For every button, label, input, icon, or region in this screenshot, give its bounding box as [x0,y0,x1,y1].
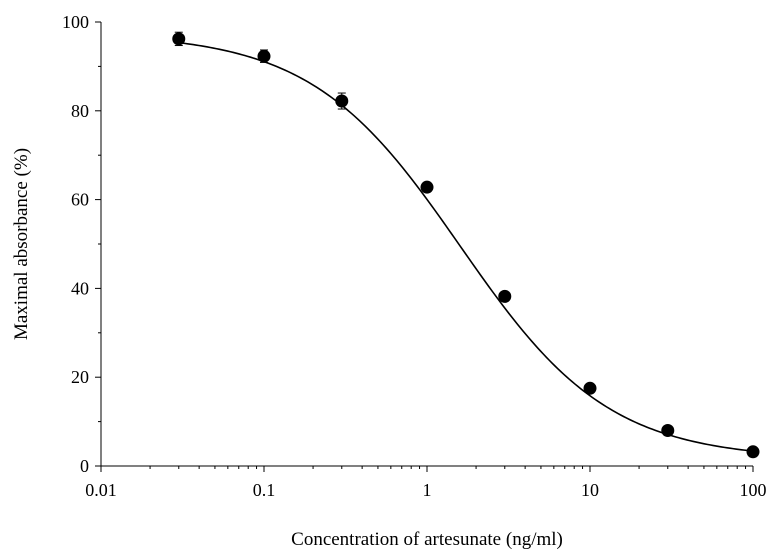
y-tick-label: 80 [71,101,89,121]
data-point [257,49,271,63]
data-points [172,32,760,459]
axis-tick-labels: 0 20 40 60 80 100 0.01 0.1 1 10 100 [62,12,767,500]
y-tick-label: 40 [71,278,89,298]
data-point [335,94,349,108]
x-tick-label: 0.01 [85,480,117,500]
y-tick-label: 20 [71,367,89,387]
data-point [420,180,434,194]
data-point [661,423,675,437]
x-tick-label: 0.1 [253,480,276,500]
data-point [498,289,512,303]
y-tick-label: 100 [62,12,89,32]
axes [100,22,753,467]
y-tick-label: 60 [71,190,89,210]
data-point [172,32,186,46]
fit-curve [178,41,754,452]
axis-ticks [95,21,754,472]
x-axis-label: Concentration of artesunate (ng/ml) [291,529,563,550]
x-tick-label: 10 [581,480,599,500]
data-point [746,445,760,459]
y-tick-label: 0 [80,456,89,476]
y-axis-label: Maximal absorbance (%) [11,148,32,340]
error-bars [174,31,757,454]
data-point [583,381,597,395]
x-tick-label: 1 [423,480,432,500]
x-tick-label: 100 [740,480,767,500]
